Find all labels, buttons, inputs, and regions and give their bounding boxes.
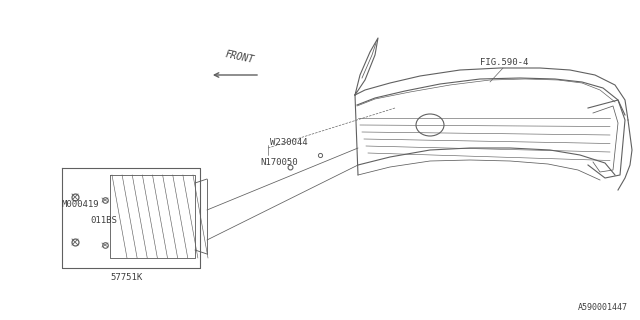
Text: M000419: M000419 <box>62 199 100 209</box>
Text: N170050: N170050 <box>260 157 298 166</box>
Text: W230044: W230044 <box>270 138 308 147</box>
Text: 57751K: 57751K <box>110 274 142 283</box>
Text: FRONT: FRONT <box>224 49 255 65</box>
Text: 011BS: 011BS <box>90 215 117 225</box>
Text: FIG.590-4: FIG.590-4 <box>480 58 529 67</box>
Text: A590001447: A590001447 <box>578 303 628 312</box>
